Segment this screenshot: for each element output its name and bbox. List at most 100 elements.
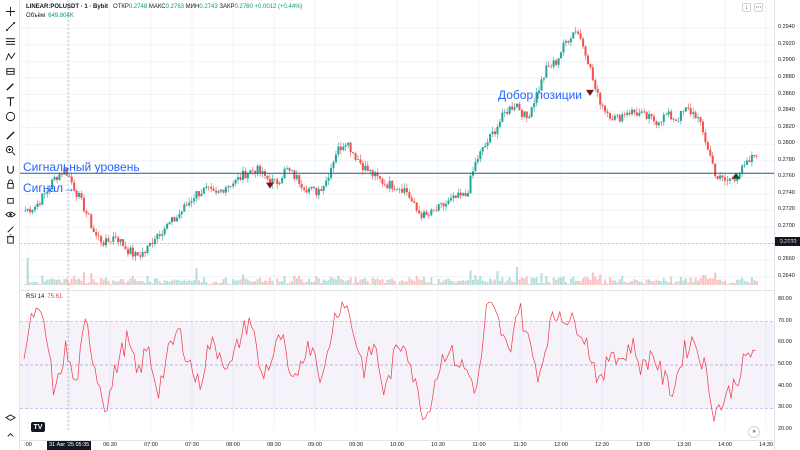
volume-bar <box>197 280 200 285</box>
candle-body <box>29 208 32 213</box>
rsi-tick-label: 70.00 <box>778 317 792 324</box>
candle-body <box>508 106 511 114</box>
candle-body <box>435 210 438 211</box>
lock-drawings-icon[interactable] <box>2 192 18 206</box>
candle-body <box>449 198 452 201</box>
candle-body <box>58 173 61 181</box>
candle-body <box>224 187 227 193</box>
candle-body <box>604 105 607 112</box>
candle-body <box>352 151 355 153</box>
candle-body <box>197 191 200 197</box>
volume-bar <box>374 279 377 285</box>
volume-bar <box>501 277 504 285</box>
fib-icon[interactable] <box>2 34 18 48</box>
rsi-legend[interactable]: RSI 14 75.61 <box>26 294 63 300</box>
candle-body <box>503 111 506 113</box>
volume-bar <box>714 272 717 285</box>
candle-body <box>738 173 741 179</box>
rsi-tick-label: 30.00 <box>778 404 792 411</box>
candle-body <box>594 80 597 90</box>
candle-body <box>723 177 726 181</box>
pattern-icon[interactable] <box>2 49 18 63</box>
signal-annotation[interactable]: Сигнал→ <box>23 181 76 195</box>
candle-body <box>36 203 39 207</box>
volume-bar <box>261 281 264 285</box>
volume-bar <box>755 281 758 285</box>
candle-body <box>709 149 712 156</box>
volume-bar <box>31 282 34 285</box>
collapse-icon[interactable] <box>2 428 18 442</box>
time-axis[interactable]: 14:30 14:00 13:30 13:00 12:30 12:00 11:30 11:00… <box>20 440 774 450</box>
candle-body <box>305 189 308 193</box>
volume-bar <box>288 282 291 285</box>
volume-bar <box>310 281 313 285</box>
volume-bar <box>334 279 337 285</box>
candle-body <box>484 145 487 148</box>
price-tick-label: 0.2700 <box>778 223 795 230</box>
signal-level-annotation[interactable]: Сигнальный уровень <box>23 160 140 174</box>
chart-area[interactable] <box>20 0 774 440</box>
candle-body <box>745 160 749 165</box>
tradingview-logo[interactable]: TV <box>31 422 45 432</box>
brush-icon[interactable] <box>2 79 18 93</box>
volume-bar <box>266 281 269 285</box>
candle-body <box>694 112 697 119</box>
candle-body <box>38 203 41 205</box>
volume-bar <box>41 275 44 285</box>
crosshair-icon[interactable] <box>2 4 18 18</box>
more-icon[interactable]: ⋯ <box>754 3 763 12</box>
candle-body <box>168 222 171 224</box>
candle-body <box>418 210 421 214</box>
emoji-icon[interactable] <box>2 109 18 123</box>
candle-body <box>369 170 372 172</box>
candle-body <box>579 33 582 39</box>
ruler-icon[interactable] <box>2 128 18 142</box>
volume-bar <box>750 277 753 285</box>
volume-bar <box>547 281 550 285</box>
current-price-tag: 0.2680 <box>775 237 800 246</box>
price-tick-label: 0.2880 <box>778 73 795 80</box>
candle-body <box>682 110 685 112</box>
volume-bar <box>158 281 161 285</box>
lock-icon[interactable] <box>2 177 18 191</box>
candle-body <box>474 161 477 172</box>
text-icon[interactable] <box>2 94 18 108</box>
pane-controls: ↓ ⋯ <box>742 3 763 12</box>
volume-bar <box>586 277 589 285</box>
price-tick-label: 0.2940 <box>778 24 795 31</box>
volume-bar <box>613 280 616 285</box>
volume-bar <box>151 283 154 285</box>
candle-body <box>464 193 467 197</box>
forecast-icon[interactable] <box>2 64 18 78</box>
candle-body <box>332 162 335 168</box>
trash-icon[interactable] <box>2 231 18 245</box>
volume-legend[interactable]: Объём 649.804K <box>26 13 74 19</box>
candle-body <box>126 249 130 255</box>
candle-body <box>227 185 230 188</box>
volume-bar <box>26 257 29 285</box>
magnet-icon[interactable] <box>2 162 18 176</box>
link-icon[interactable] <box>2 222 18 236</box>
candle-body <box>564 40 567 43</box>
candle-body <box>606 111 609 114</box>
candle-body <box>383 183 386 185</box>
arrow-down-icon[interactable]: ↓ <box>742 3 751 12</box>
volume-bar <box>503 282 506 285</box>
scroll-to-realtime-icon[interactable]: » <box>748 426 760 438</box>
trendline-icon[interactable] <box>2 19 18 33</box>
volume-bar <box>285 283 289 285</box>
candle-body <box>542 77 545 80</box>
price-tick-label: 0.2920 <box>778 40 795 47</box>
symbol-name[interactable]: LINEAR:POLUSDT · 1 · Bybit <box>26 4 108 10</box>
candle-body <box>560 52 563 59</box>
price-axis[interactable]: 0.2680 0.2940 0.2920 0.2900 0.2880 0.2860 0.2… <box>774 0 800 450</box>
volume-bar <box>359 279 362 285</box>
layers-icon[interactable] <box>2 411 18 425</box>
volume-bar <box>533 278 536 285</box>
eye-icon[interactable] <box>2 207 18 221</box>
volume-bar <box>295 278 298 285</box>
pane-divider[interactable] <box>20 290 774 291</box>
zoom-in-icon[interactable] <box>2 143 18 157</box>
volume-bar <box>193 280 196 285</box>
add-position-annotation[interactable]: Добор позиции <box>498 88 583 102</box>
